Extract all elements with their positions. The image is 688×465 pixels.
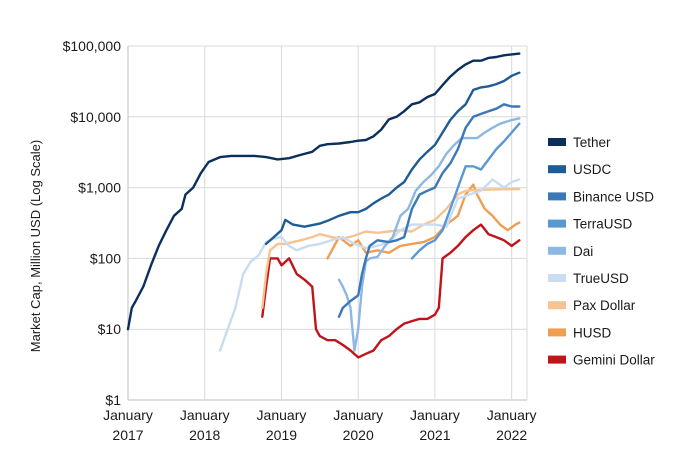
x-tick-label-year: 2022 [496,427,527,443]
x-tick-label-year: 2021 [419,427,450,443]
legend-label: HUSD [573,325,612,340]
series-line-trueusd [218,178,521,352]
x-tick-label-year: 2019 [266,427,297,443]
legend-swatch [548,355,566,364]
legend-swatch [548,219,566,228]
y-tick-label: $1 [105,392,121,408]
legend-label: TerraUSD [573,217,633,232]
legend: Tether USDC Binance USD TerraUSD Dai TrueUSD P… [548,135,655,368]
legend-label: Tether [573,135,611,150]
legend-swatch [548,301,566,310]
y-tick-label: $10,000 [70,109,121,125]
series-line-pax-dollar [261,188,521,310]
x-tick-label-month: January [103,407,153,423]
x-tick-label-month: January [257,407,307,423]
series-line-tether [126,52,521,331]
y-tick-label: $100,000 [63,38,122,54]
y-tick-label: $1,000 [78,180,121,196]
y-tick-label: $100 [90,250,121,266]
x-tick-label-year: 2018 [189,427,220,443]
series-line-dai [337,117,521,352]
series-line-gemini-dollar [261,223,521,359]
series-lines [126,52,521,359]
x-tick-label-month: January [410,407,460,423]
series-line-terrausd [410,122,521,260]
y-tick-label: $10 [98,321,122,337]
legend-label: Dai [573,244,593,259]
legend-label: USDC [573,162,612,177]
legend-swatch [548,274,566,282]
x-tick-label-year: 2020 [343,427,374,443]
x-tick-label-month: January [487,407,537,423]
legend-label: Pax Dollar [573,298,636,313]
legend-label: Gemini Dollar [573,353,655,368]
legend-swatch [548,192,566,201]
legend-swatch [548,138,566,146]
legend-label: TrueUSD [573,271,629,286]
y-axis-ticks: $1 $10 $100 $1,000 $10,000 $100,000 [63,38,122,408]
legend-swatch [548,246,566,255]
y-axis-label: Market Cap, Million USD (Log Scale) [28,140,43,352]
x-axis-ticks: January 2017 January 2018 January 2019 January… [103,407,536,443]
series-line-binance-usd [337,103,521,318]
x-tick-label-month: January [333,407,383,423]
legend-label: Binance USD [573,189,654,204]
x-tick-label-month: January [180,407,230,423]
legend-swatch [548,165,566,174]
series-line-usdc [264,71,521,246]
legend-swatch [548,328,566,337]
x-tick-label-year: 2017 [112,427,143,443]
grid [127,45,528,401]
